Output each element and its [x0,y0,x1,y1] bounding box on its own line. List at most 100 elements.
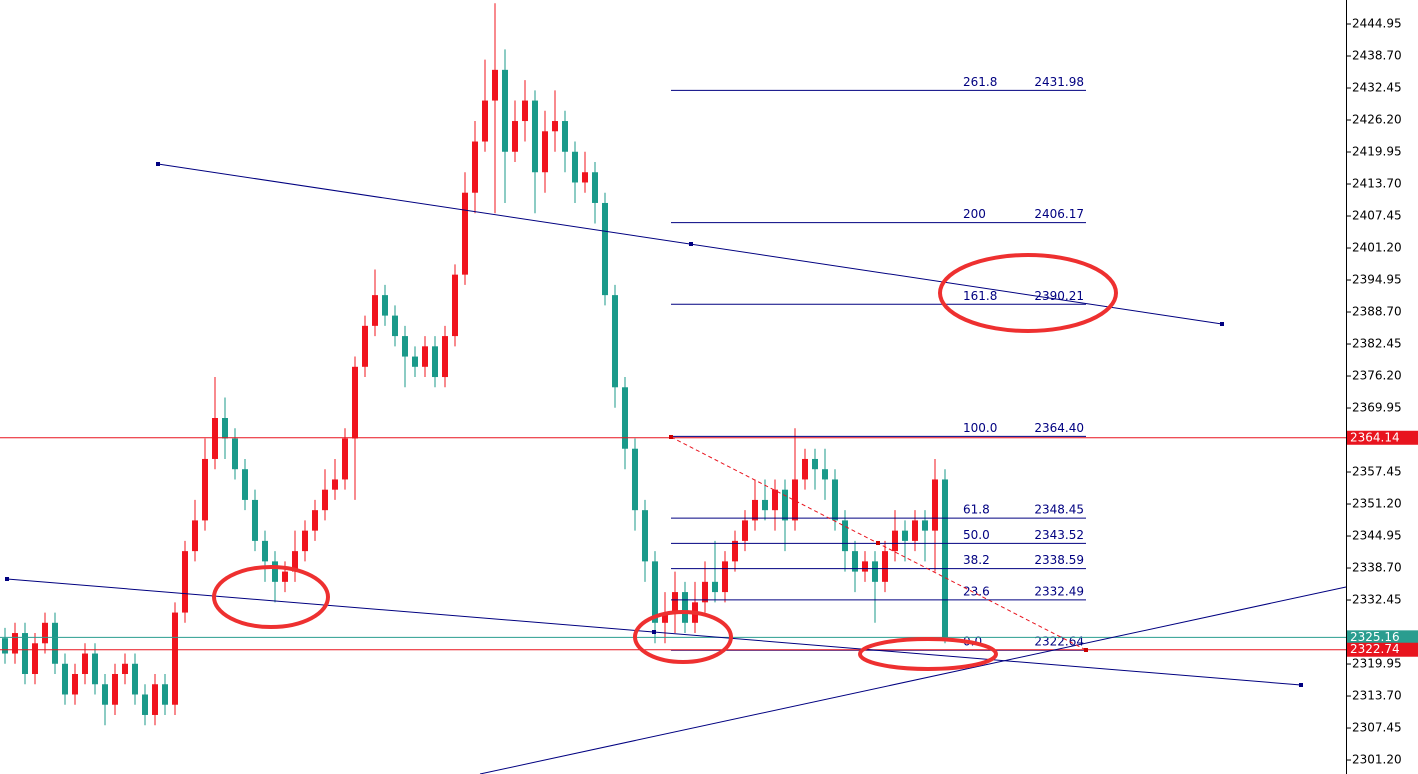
y-tick-label: 2394.95 [1352,273,1402,287]
y-tick-label: 2319.95 [1352,657,1402,671]
candle-body [642,510,648,562]
y-tick-label: 2413.70 [1352,177,1402,191]
candle-body [352,366,358,439]
y-tick-label: 2388.70 [1352,305,1402,319]
candle-body [242,469,248,500]
candle-body [662,612,668,623]
fib-price: 2338.59 [1034,553,1084,567]
candle-body [222,418,228,439]
fib-ratio: 61.8 [963,503,990,517]
candle-body [852,551,858,572]
handle [652,630,656,634]
y-tick-label: 2382.45 [1352,337,1402,351]
handle [5,577,9,581]
handle [1299,683,1303,687]
candle-body [562,121,568,152]
handle [876,541,880,545]
highlight-circle [212,565,330,629]
candle-body [932,479,938,531]
candle-body [212,418,218,459]
y-tick-label: 2438.70 [1352,49,1402,63]
candle-body [342,438,348,480]
candle-body [532,100,538,173]
y-tick-label: 2426.20 [1352,113,1402,127]
candle-body [82,653,88,675]
price-label-box [1347,430,1418,445]
candle-body [602,202,608,296]
candle-body [922,520,928,531]
candle-body [272,561,278,582]
y-tick-label: 2301.20 [1352,753,1402,767]
y-tick-label: 2401.20 [1352,241,1402,255]
candle-body [462,192,468,275]
candle-body [802,458,808,480]
candle-body [262,540,268,562]
fib-ratio: 261.8 [963,75,997,89]
candle-body [102,684,108,705]
candle-body [942,479,948,638]
y-tick-label: 2407.45 [1352,209,1402,223]
candle-body [752,499,758,521]
candle-body [292,551,298,572]
fib-price: 2406.17 [1034,207,1084,221]
y-tick-label: 2344.95 [1352,529,1402,543]
candle-body [392,315,398,337]
fib-price: 2348.45 [1034,503,1084,517]
fib-price: 2322.64 [1034,635,1084,649]
candle-body [312,510,318,531]
drawings [5,162,1347,774]
candle-body [672,592,678,613]
candle-body [842,520,848,552]
highlight-circle [858,637,998,671]
fib-price: 2343.52 [1034,528,1084,542]
highlight-circle [633,610,733,664]
candle-body [782,489,788,521]
candle-body [442,336,448,378]
fib-ratio: 50.0 [963,528,990,542]
handle [156,162,160,166]
candle-body [912,520,918,541]
candle-body [132,663,138,695]
y-tick-label: 2357.45 [1352,465,1402,479]
candle-body [92,653,98,685]
candle-body [472,141,478,193]
candle-body [382,295,388,316]
candle-body [412,356,418,367]
highlight-circle [938,253,1118,333]
candle-body [552,121,558,132]
candle-body [152,684,158,715]
handle [669,435,673,439]
candle-body [432,346,438,378]
candle-body [332,479,338,490]
candle-body [902,530,908,541]
candle-body [772,489,778,511]
candle-body [302,530,308,552]
candle-body [882,551,888,582]
y-tick-label: 2432.45 [1352,81,1402,95]
fib-ratio: 200 [963,207,986,221]
y-tick-label: 2313.70 [1352,689,1402,703]
candle-body [702,581,708,603]
fib-ratio: 161.8 [963,289,997,303]
candle-body [612,295,618,388]
candle-body [872,561,878,582]
candle-body [2,638,8,654]
candle-body [632,448,638,511]
candle-body [372,295,378,326]
candle-body [732,540,738,562]
candle-body [232,438,238,470]
price-label: 2325.16 [1350,630,1400,644]
candle-body [652,561,658,623]
candle-body [832,479,838,521]
candle-body [22,633,28,675]
y-tick-label: 2376.20 [1352,369,1402,383]
candle-body [12,633,18,654]
y-tick-label: 2444.95 [1352,17,1402,31]
candle-body [492,69,498,101]
fib-ratio: 23.6 [963,584,990,598]
fib-price: 2390.21 [1034,289,1084,303]
handle [689,242,693,246]
trend-line [479,586,1347,774]
